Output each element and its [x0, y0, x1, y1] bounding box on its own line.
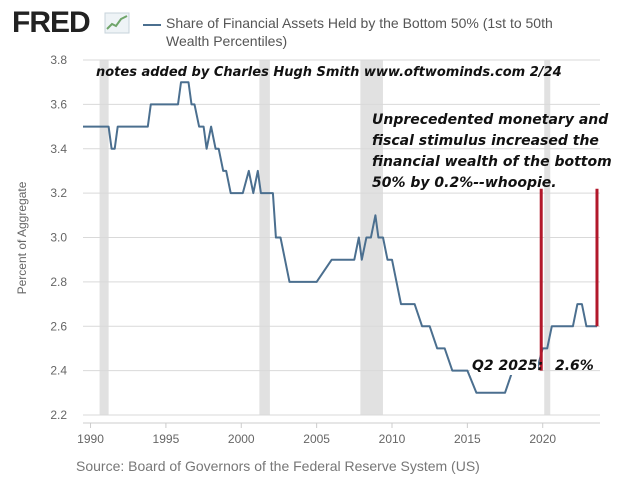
comment-line-2: fiscal stimulus increased the	[372, 133, 599, 149]
q2-label-bg	[470, 355, 538, 375]
q2-value: 2.6%	[555, 358, 594, 374]
y-tick-label: 2.8	[50, 275, 67, 289]
y-tick-label: 2.6	[50, 319, 67, 333]
y-tick-label: 3.8	[50, 53, 67, 67]
fred-logo-graph-icon	[104, 12, 130, 34]
grid-lines	[83, 59, 600, 416]
x-tick-label: 2005	[303, 432, 330, 446]
y-axis-label: Percent of Aggregate	[15, 181, 29, 294]
comment-line-1: Unprecedented monetary and	[372, 112, 609, 128]
x-tick-label: 2015	[454, 432, 481, 446]
x-tick-label: 2020	[529, 432, 556, 446]
y-tick-label: 2.2	[50, 408, 67, 422]
y-tick-label: 2.4	[50, 364, 67, 378]
comment-line-3: financial wealth of the bottom	[372, 154, 612, 170]
x-tick-label: 1990	[77, 432, 104, 446]
y-tick-label: 3.4	[50, 142, 67, 156]
source-note: Source: Board of Governors of the Federa…	[76, 458, 480, 474]
q2-label: Q2 2025:	[472, 358, 543, 374]
y-tick-label: 3.6	[50, 97, 67, 111]
y-tick-label: 3.0	[50, 231, 67, 245]
x-tick-label: 1995	[153, 432, 180, 446]
comment-line-4: 50% by 0.2%--whoopie.	[372, 175, 557, 191]
fred-logo: FRED	[12, 6, 91, 39]
x-tick-label: 2010	[379, 432, 406, 446]
axis-ticks: 2.2 2.4 2.6 2.8 3.0 3.2 3.4 3.6 3.8 1990 1995 2000 2…	[50, 53, 600, 446]
x-tick-label: 2000	[228, 432, 255, 446]
legend-swatch	[143, 24, 161, 26]
chart-title: Share of Financial Assets Held by the Bo…	[166, 15, 553, 49]
annotation-markers	[539, 188, 599, 371]
credit-note: notes added by Charles Hugh Smith www.of…	[96, 65, 562, 80]
y-tick-label: 3.2	[50, 186, 67, 200]
